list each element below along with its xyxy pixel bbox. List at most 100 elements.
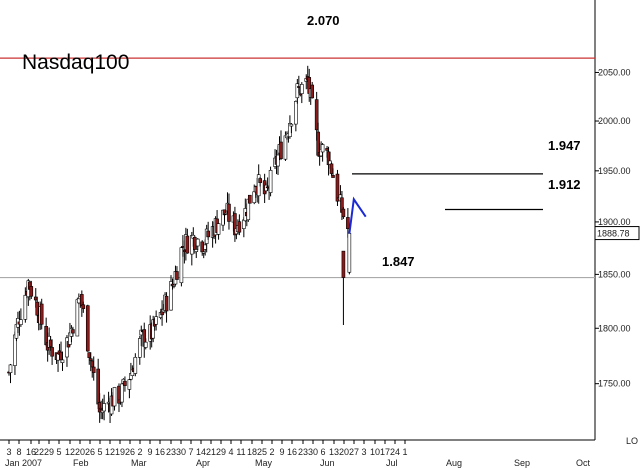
- candle-body: [19, 319, 23, 325]
- candle-body: [299, 84, 304, 95]
- projection-line: [348, 196, 367, 234]
- price-axis: 2050.00 2000.00 1950.00 1900.00 1850.00 1800.…: [594, 67, 640, 389]
- candle-body: [120, 383, 124, 403]
- x-tick-label: 5: [56, 447, 61, 457]
- x-month-label: Jul: [386, 458, 398, 468]
- candle-body: [8, 364, 13, 373]
- x-tick-label: 10: [370, 447, 380, 457]
- candle-body: [237, 221, 242, 233]
- candle-body: [39, 303, 44, 325]
- x-tick-label: 20: [339, 447, 349, 457]
- candle-body: [294, 101, 298, 125]
- candle-body: [279, 141, 283, 160]
- y-tick-label: 1800.00: [598, 323, 631, 333]
- x-tick-label: 5: [97, 447, 102, 457]
- projection-layer: [348, 196, 367, 234]
- candle-body: [233, 213, 237, 236]
- candle-body: [310, 84, 315, 99]
- candle-body: [127, 379, 132, 390]
- x-tick-label: 11: [236, 447, 245, 457]
- candle-body: [50, 347, 54, 357]
- level-label: 2.070: [307, 13, 340, 28]
- x-tick-label: 25: [257, 447, 267, 457]
- candle-body: [81, 304, 86, 309]
- candle-body: [347, 233, 352, 273]
- candle-body: [91, 366, 96, 373]
- x-tick-label: 12: [65, 447, 75, 457]
- candle-body: [195, 238, 200, 247]
- candle-body: [247, 194, 252, 204]
- x-tick-label: 9: [279, 447, 284, 457]
- candle-body: [179, 247, 184, 284]
- candle-body: [276, 154, 280, 167]
- candle-body: [123, 380, 127, 386]
- y-tick-label: 1850.00: [598, 269, 631, 279]
- x-tick-label: 26: [125, 447, 135, 457]
- x-tick-label: 16: [155, 447, 165, 457]
- candle-body: [289, 123, 294, 127]
- x-tick-label: 29: [216, 447, 226, 457]
- candle-body: [320, 144, 325, 153]
- candle-body: [258, 178, 262, 183]
- candle-body: [227, 203, 231, 222]
- x-tick-label: 4: [228, 447, 233, 457]
- x-tick-label: 23: [166, 447, 176, 457]
- x-tick-label: 13: [329, 447, 339, 457]
- candle-body: [172, 285, 176, 287]
- y-tick-label: 2050.00: [598, 67, 631, 77]
- x-month-label: Feb: [73, 458, 89, 468]
- level-label: 1.912: [548, 177, 581, 192]
- y-tick-label: 2000.00: [598, 116, 631, 126]
- y-tick-label: 1900.00: [598, 217, 631, 227]
- x-tick-label: 19: [115, 447, 125, 457]
- x-month-label: Jun: [320, 458, 335, 468]
- candle-body: [341, 208, 346, 218]
- x-tick-label: 29: [44, 447, 54, 457]
- x-tick-label: 18: [247, 447, 257, 457]
- candle-body: [133, 356, 138, 374]
- candles: [7, 65, 352, 424]
- candle-body: [164, 295, 169, 312]
- candle-body: [331, 175, 335, 178]
- x-tick-label: 17: [380, 447, 390, 457]
- candle-body: [346, 217, 350, 229]
- x-tick-label: 16: [287, 447, 297, 457]
- x-month-label: Sep: [514, 458, 530, 468]
- x-month-label: Aug: [446, 458, 462, 468]
- level-lines: 2.070 1.947 1.912 1.847: [0, 13, 595, 279]
- candle-body: [268, 170, 273, 193]
- candle-body: [341, 250, 346, 278]
- x-tick-label: 14: [196, 447, 206, 457]
- candle-body: [60, 359, 65, 363]
- last-price-label: 1888.78: [597, 229, 630, 239]
- candle-body: [71, 329, 75, 334]
- x-tick-label: 30: [308, 447, 318, 457]
- axis-corner-label: LO: [626, 436, 638, 446]
- level-label: 1.847: [382, 254, 415, 269]
- candle-body: [137, 338, 142, 358]
- y-tick-label: 1750.00: [598, 379, 631, 389]
- candle-body: [88, 358, 93, 361]
- chart-title: Nasdaq100: [22, 51, 129, 74]
- x-month-label: Mar: [131, 458, 147, 468]
- candle-body: [335, 173, 340, 202]
- candle-body: [75, 299, 80, 337]
- candle-body: [65, 337, 69, 358]
- x-month-label: Apr: [196, 458, 210, 468]
- x-tick-label: 9: [147, 447, 152, 457]
- x-tick-label: 1: [402, 447, 407, 457]
- x-tick-label: 27: [349, 447, 359, 457]
- x-month-label: Jan 2007: [5, 458, 42, 468]
- x-tick-label: 8: [16, 447, 21, 457]
- candle-body: [200, 241, 205, 253]
- x-tick-label: 21: [206, 447, 216, 457]
- candle-body: [175, 271, 179, 280]
- candle-body: [112, 387, 117, 407]
- x-month-label: Oct: [576, 458, 591, 468]
- candle-body: [85, 305, 90, 352]
- last-price-badge: [594, 226, 640, 241]
- x-tick-label: 30: [176, 447, 186, 457]
